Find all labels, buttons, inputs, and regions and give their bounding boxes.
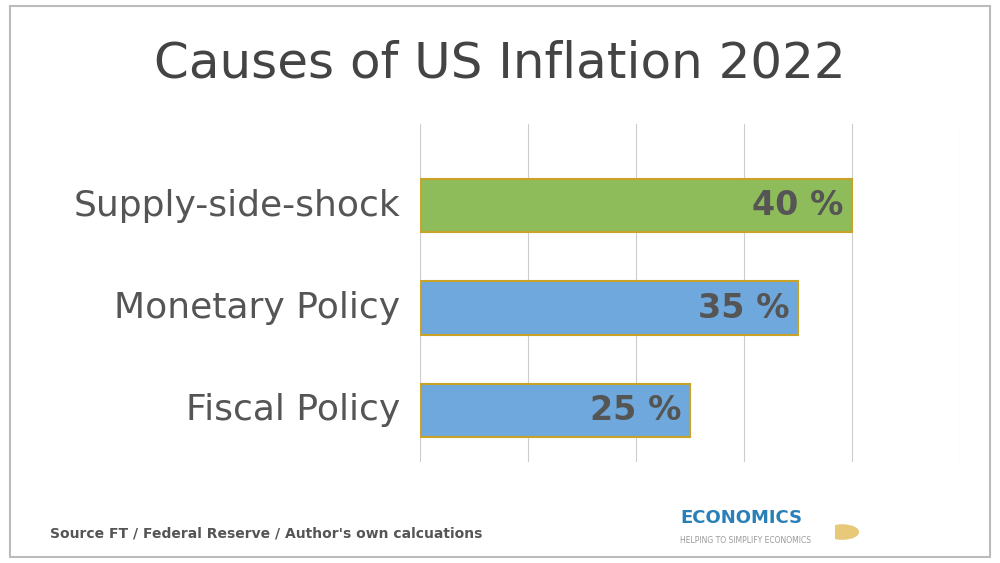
Bar — [420, 282, 798, 335]
Bar — [420, 179, 852, 233]
Circle shape — [826, 525, 858, 539]
Text: ECONOMICS: ECONOMICS — [680, 509, 802, 527]
Text: Fiscal Policy: Fiscal Policy — [186, 394, 400, 427]
Text: 25 %: 25 % — [590, 394, 681, 427]
Text: Source FT / Federal Reserve / Author's own calcuations: Source FT / Federal Reserve / Author's o… — [50, 526, 482, 540]
Text: 40 %: 40 % — [752, 189, 843, 222]
Text: HELP: HELP — [863, 525, 906, 539]
Text: HELPING TO SIMPLIFY ECONOMICS: HELPING TO SIMPLIFY ECONOMICS — [680, 536, 811, 545]
Text: 35 %: 35 % — [698, 292, 789, 325]
Bar — [420, 384, 690, 437]
Text: Monetary Policy: Monetary Policy — [114, 291, 400, 325]
Text: Supply-side-shock: Supply-side-shock — [73, 189, 400, 223]
Text: Causes of US Inflation 2022: Causes of US Inflation 2022 — [154, 39, 846, 87]
